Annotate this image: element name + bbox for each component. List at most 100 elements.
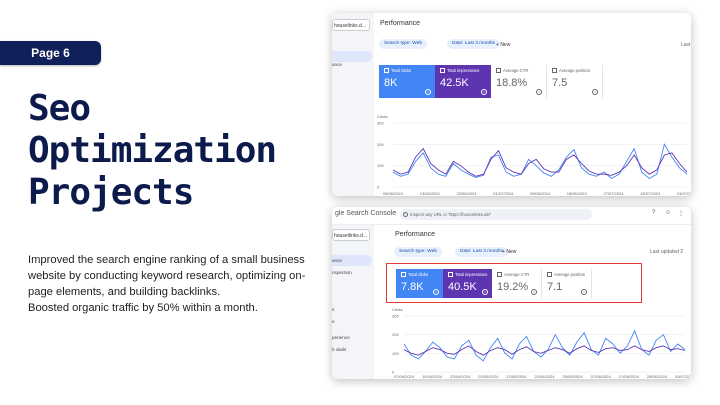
card-label: Total clicks (384, 68, 430, 74)
sidebar-item-url-inspection[interactable]: nspection (332, 270, 352, 275)
info-icon: ? (433, 289, 439, 295)
metric-cards: Total clicks 8K ? Total impressions 42.5… (379, 65, 691, 98)
new-filter-button[interactable]: + New (502, 249, 517, 255)
series-line-1 (403, 345, 686, 356)
checkbox-icon (552, 68, 557, 74)
x-tick-label: 17/06/2024 (619, 374, 640, 379)
x-tick-label: 18/06/2024 (567, 191, 588, 196)
info-icon: ? (592, 89, 598, 95)
sidebar: houselinks.d... ance (332, 13, 374, 196)
card-value: 18.8% (496, 77, 528, 90)
y-tick-label: 0 (392, 370, 395, 375)
search-type-chip[interactable]: Search type: Web (379, 39, 428, 49)
y-tick-label: 100 (392, 351, 399, 356)
card-value: 7.8K (401, 281, 424, 294)
card-total-impressions[interactable]: Total impressions 42.5K ? (435, 65, 491, 98)
performance-chart: Clicks 300 200 100 005/06/2024 13/06/2024 22/0… (377, 114, 691, 196)
x-tick-label: 03/07/2024 (675, 374, 691, 379)
x-tick-label: 05/06/2024 (383, 191, 404, 196)
title-line: Seo (28, 88, 91, 129)
y-tick-label: 0 (377, 185, 380, 190)
help-icon[interactable]: ? (652, 210, 656, 216)
sidebar-item-selected[interactable] (332, 51, 372, 62)
sidebar-item-page-experience[interactable]: perience (332, 335, 350, 340)
card-label: Average position (552, 68, 597, 74)
info-icon: ? (481, 89, 487, 95)
search-console-screenshot-2: gle Search Console Inspect any URL in 'h… (332, 207, 691, 379)
checkbox-icon (384, 68, 389, 74)
x-tick-label: 22/06/2024 (456, 191, 477, 196)
x-tick-label: 13/06/2024 (420, 191, 441, 196)
property-selector[interactable]: housellinks.d... (332, 229, 370, 241)
y-tick-label: 100 (377, 163, 384, 168)
card-total-impressions[interactable]: Total impressions 40.5K ? (443, 269, 492, 298)
card-label: Average CTR (497, 272, 536, 278)
project-description: Improved the search engine ranking of a … (28, 252, 328, 316)
checkbox-icon (496, 68, 501, 74)
card-value: 7.5 (552, 77, 568, 90)
card-label: Average position (547, 272, 586, 278)
card-value: 8K (384, 77, 398, 90)
y-tick-label: 200 (392, 332, 399, 337)
card-average-ctr[interactable]: Average CTR 19.2% ? (492, 269, 542, 298)
new-label: New (500, 42, 511, 48)
metrics-highlight-box (386, 263, 642, 303)
property-selector[interactable]: houselinks.d... (332, 19, 370, 31)
sidebar-item[interactable]: e (332, 319, 335, 324)
metric-cards: Total clicks 7.8K ? Total impressions 40… (396, 269, 636, 298)
x-tick-label: 21/05/2024 (534, 374, 555, 379)
date-range-chip[interactable]: Date: Last 3 months (455, 247, 508, 257)
sidebar-item-performance[interactable]: ance (332, 62, 342, 67)
new-label: New (506, 249, 517, 255)
x-tick-label: 27/07/2024 (603, 191, 624, 196)
info-icon: ? (425, 89, 431, 95)
x-tick-label: 29/05/2024 (563, 374, 584, 379)
card-average-position[interactable]: Average position 7.5 ? (547, 65, 603, 98)
card-value: 7.1 (547, 281, 563, 294)
sidebar-item-core-web-vitals[interactable]: b vitals (332, 347, 347, 352)
info-icon: ? (482, 289, 488, 295)
date-range-chip[interactable]: Date: Last 3 months (447, 39, 500, 49)
checkbox-icon (497, 272, 502, 278)
apps-icon[interactable]: ⋮ (678, 211, 684, 217)
y-axis-title: Clicks (392, 307, 403, 312)
new-filter-button[interactable]: + New (496, 42, 511, 48)
checkbox-icon (448, 272, 453, 278)
card-label: Total clicks (401, 272, 438, 278)
sidebar-item-selected[interactable] (332, 255, 372, 266)
card-value: 42.5K (440, 77, 469, 90)
last-updated-label: Last (681, 42, 691, 48)
card-average-ctr[interactable]: Average CTR 18.8% ? (491, 65, 547, 98)
x-tick-label: 15/04/2024 (422, 374, 443, 379)
series-line-0 (392, 143, 688, 180)
info-icon: ? (536, 89, 542, 95)
search-console-screenshot-1: houselinks.d... ance Performance Search … (332, 13, 691, 196)
y-tick-label: 300 (392, 314, 399, 319)
series-line-1 (392, 147, 688, 177)
people-icon[interactable]: ☺ (665, 210, 672, 216)
x-tick-label: 01/07/2024 (493, 191, 514, 196)
x-tick-label: 12/05/2024 (506, 374, 527, 379)
url-inspect-input[interactable]: Inspect any URL in 'https://houselinks.d… (400, 209, 592, 220)
search-type-chip[interactable]: Search type: Web (394, 247, 443, 257)
title-line: Projects (28, 172, 194, 213)
performance-heading: Performance (395, 231, 436, 238)
search-placeholder: Inspect any URL in 'https://houselinks.d… (410, 212, 492, 217)
card-total-clicks[interactable]: Total clicks 8K ? (379, 65, 435, 98)
sidebar-item[interactable]: s (332, 307, 335, 312)
x-tick-label: 07/04/2024 (394, 374, 415, 379)
page-badge: Page 6 (0, 41, 101, 65)
app-name: gle Search Console (335, 210, 397, 217)
description-paragraph: Boosted organic traffic by 50% within a … (28, 302, 258, 314)
search-icon (403, 212, 408, 217)
series-line-0 (403, 329, 686, 362)
card-label: Total impressions (448, 272, 487, 278)
page-title: Seo Optimization Projects (28, 88, 328, 214)
card-average-position[interactable]: Average position 7.1 ? (542, 269, 592, 298)
card-label: Total impressions (440, 68, 486, 74)
last-updated-label: Last updated 2 (650, 249, 684, 255)
sidebar-item-performance[interactable]: ance (332, 258, 342, 263)
x-tick-label: 24/07/2024 (677, 191, 691, 196)
card-total-clicks[interactable]: Total clicks 7.8K ? (396, 269, 443, 298)
checkbox-icon (547, 272, 552, 278)
